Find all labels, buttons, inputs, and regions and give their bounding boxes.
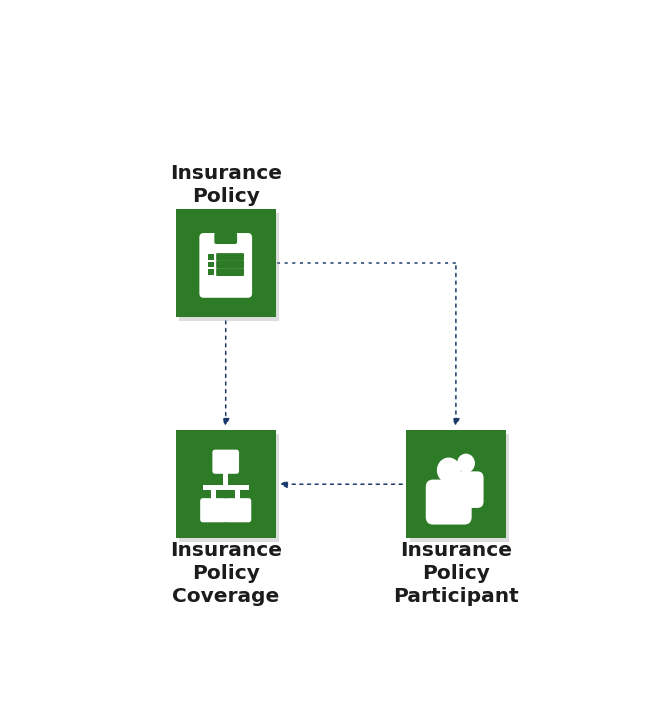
FancyBboxPatch shape xyxy=(223,471,228,488)
Circle shape xyxy=(457,454,474,472)
FancyBboxPatch shape xyxy=(200,498,227,522)
Text: Insurance
Policy
Coverage: Insurance Policy Coverage xyxy=(170,541,282,606)
FancyBboxPatch shape xyxy=(176,430,276,538)
FancyBboxPatch shape xyxy=(213,449,239,474)
FancyBboxPatch shape xyxy=(410,434,510,542)
FancyBboxPatch shape xyxy=(203,485,249,490)
FancyBboxPatch shape xyxy=(208,269,214,275)
FancyBboxPatch shape xyxy=(406,430,506,538)
FancyBboxPatch shape xyxy=(236,490,240,501)
FancyBboxPatch shape xyxy=(180,434,279,542)
FancyBboxPatch shape xyxy=(199,233,252,298)
FancyBboxPatch shape xyxy=(211,490,216,501)
FancyBboxPatch shape xyxy=(208,254,214,260)
FancyBboxPatch shape xyxy=(448,472,484,508)
FancyBboxPatch shape xyxy=(426,480,472,525)
Circle shape xyxy=(438,458,460,482)
FancyBboxPatch shape xyxy=(216,269,244,276)
FancyBboxPatch shape xyxy=(214,233,237,244)
FancyBboxPatch shape xyxy=(216,253,244,261)
FancyBboxPatch shape xyxy=(176,209,276,317)
FancyBboxPatch shape xyxy=(208,262,214,267)
FancyBboxPatch shape xyxy=(216,261,244,269)
FancyBboxPatch shape xyxy=(224,498,251,522)
Text: Insurance
Policy: Insurance Policy xyxy=(170,164,282,206)
Text: Insurance
Policy
Participant: Insurance Policy Participant xyxy=(393,541,519,606)
FancyBboxPatch shape xyxy=(180,213,279,321)
